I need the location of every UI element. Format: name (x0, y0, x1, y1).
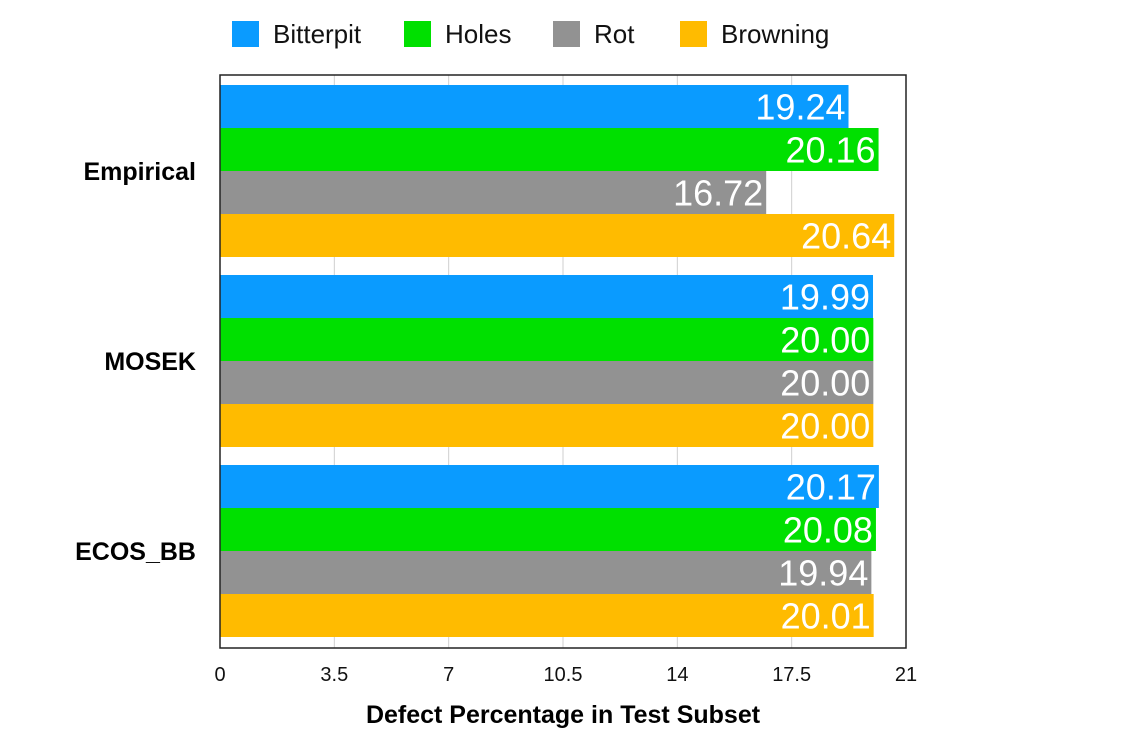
legend-label-holes: Holes (445, 19, 511, 49)
bar-browning-ecos-bb (220, 594, 874, 637)
plot-frame (219, 74, 907, 649)
x-tick-label: 17.5 (772, 664, 811, 686)
legend-label-rot: Rot (594, 19, 635, 49)
data-label: 20.64 (801, 216, 891, 257)
bar-rot-mosek (220, 361, 874, 404)
x-tick-label: 21 (895, 664, 917, 686)
bar-bitterpit-ecos-bb (220, 465, 879, 508)
x-tick-label: 7 (443, 664, 454, 686)
legend-swatch-browning (680, 21, 707, 47)
category-label-mosek: MOSEK (104, 348, 196, 376)
data-label: 20.00 (780, 406, 870, 447)
x-tick-label: 14 (666, 664, 688, 686)
bars (220, 85, 895, 637)
legend: Bitterpit Holes Rot Browning (232, 19, 829, 49)
bar-browning-empirical (220, 214, 895, 257)
category-label-empirical: Empirical (83, 158, 196, 186)
legend-swatch-bitterpit (232, 21, 259, 47)
legend-label-bitterpit: Bitterpit (273, 19, 362, 49)
x-axis-title: Defect Percentage in Test Subset (366, 701, 761, 729)
bar-rot-empirical (220, 171, 767, 214)
data-label: 20.08 (783, 510, 873, 551)
data-label: 20.01 (781, 596, 871, 637)
x-tick-label: 0 (214, 664, 225, 686)
bar-browning-mosek (220, 404, 874, 447)
category-label-ecos-bb: ECOS_BB (75, 538, 196, 566)
data-label: 20.00 (780, 363, 870, 404)
data-label: 19.24 (755, 87, 845, 128)
bar-rot-ecos-bb (220, 551, 872, 594)
bar-holes-ecos-bb (220, 508, 876, 551)
data-label: 20.17 (786, 467, 876, 508)
x-tick-label: 10.5 (544, 664, 583, 686)
legend-label-browning: Browning (721, 19, 829, 49)
x-axis-ticks: 0 3.5 7 10.5 14 17.5 21 (214, 664, 917, 686)
bar-holes-empirical (220, 128, 879, 171)
data-label: 16.72 (673, 173, 763, 214)
category-labels: Empirical MOSEK ECOS_BB (75, 158, 196, 566)
data-label: 20.16 (785, 130, 875, 171)
bar-bitterpit-empirical (220, 85, 849, 128)
data-label: 19.99 (780, 277, 870, 318)
data-labels: 19.2420.1616.7220.6419.9920.0020.0020.00… (673, 87, 891, 637)
bar-holes-mosek (220, 318, 874, 361)
legend-swatch-rot (553, 21, 580, 47)
data-label: 19.94 (778, 553, 868, 594)
bar-bitterpit-mosek (220, 275, 874, 318)
data-label: 20.00 (780, 320, 870, 361)
legend-swatch-holes (404, 21, 431, 47)
x-tick-label: 3.5 (320, 664, 348, 686)
